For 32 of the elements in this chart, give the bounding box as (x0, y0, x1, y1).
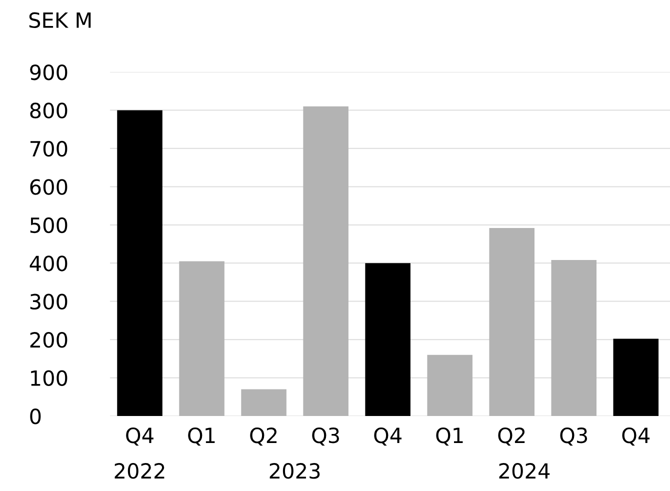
bar (613, 338, 659, 416)
bar (427, 354, 472, 416)
bar (241, 389, 286, 416)
text: 2022 (114, 463, 164, 479)
y-tick-label: 600 (30, 179, 68, 195)
y-tick-label: 800 (30, 102, 68, 118)
x-tick-label: Q2 (250, 427, 277, 446)
x-tick-label: Q3 (312, 427, 339, 446)
text: 2024 (499, 463, 550, 479)
bar (489, 228, 534, 416)
y-tick-label: 500 (30, 217, 68, 234)
bar (179, 261, 224, 416)
bar (303, 106, 348, 416)
x-tick-label: Q4 (126, 427, 154, 446)
bar (365, 263, 410, 416)
x-tick-label: Q3 (560, 427, 588, 446)
x-tick-label: Q1 (188, 427, 215, 446)
y-tick-label: 100 (31, 370, 68, 386)
y-tick-label: 300 (30, 294, 68, 310)
y-tick-label: 700 (30, 140, 68, 157)
y-tick-label: 900 (30, 64, 68, 80)
bar (117, 110, 162, 416)
y-tick-label: 400 (30, 256, 68, 272)
x-tick-label: Q4 (622, 427, 650, 446)
y-tick-label: 0 (30, 408, 41, 424)
text: 2023 (270, 463, 320, 479)
x-tick-label: Q2 (498, 427, 525, 446)
y-tick-label: 200 (30, 332, 68, 348)
x-tick-label: Q4 (374, 427, 402, 446)
y-axis-title: SEK M (29, 12, 91, 28)
x-tick-label: Q1 (436, 427, 463, 446)
bar (551, 260, 597, 416)
